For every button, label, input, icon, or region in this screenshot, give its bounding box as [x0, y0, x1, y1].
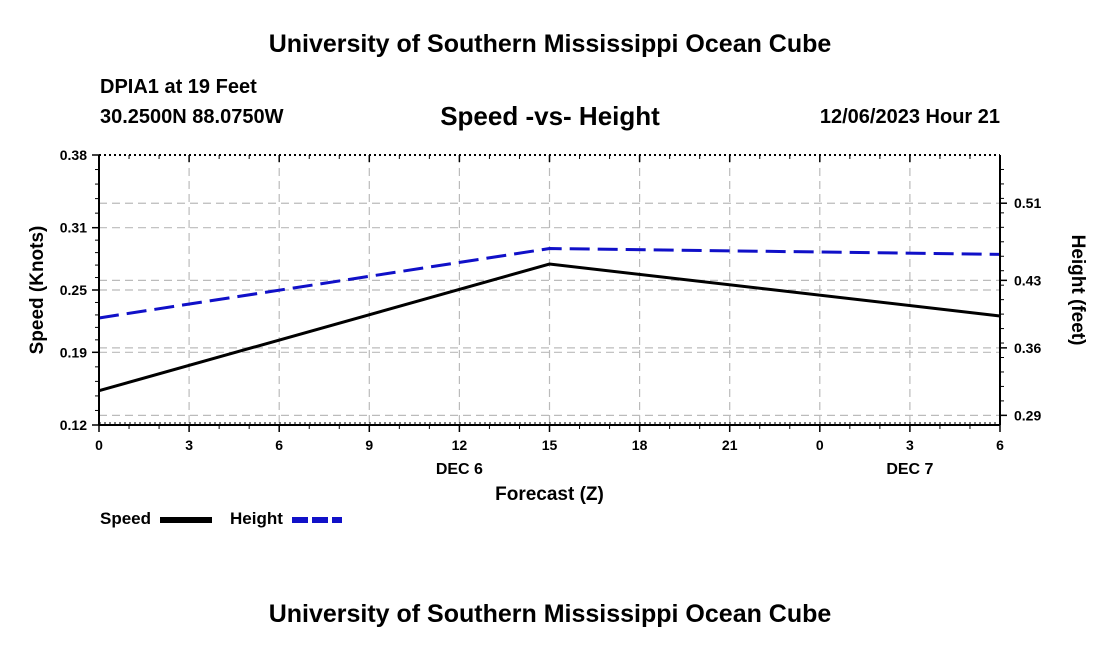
y-tick-label: 0.31 [60, 220, 87, 236]
axes [92, 154, 1007, 432]
grid [99, 155, 1000, 425]
x-tick-label: 18 [632, 437, 648, 453]
x-tick-label: 0 [816, 437, 824, 453]
station-label: DPIA1 at 19 Feet [100, 76, 257, 98]
x-tick-label: 6 [996, 437, 1004, 453]
axis-labels: 0 3 6 9 12 15 18 21 0 3 6 DEC 6 DEC 7 Forecast (Z) 0.1… [27, 147, 1088, 505]
legend-speed-label: Speed [100, 509, 152, 528]
page-title: University of Southern Mississippi Ocean… [268, 30, 832, 58]
x-tick-label: 9 [365, 437, 373, 453]
footer-title: University of Southern Mississippi Ocean… [268, 600, 832, 628]
y2-tick-label: 0.51 [1014, 195, 1041, 211]
x-tick-label: 0 [95, 437, 103, 453]
y2-tick-label: 0.36 [1014, 340, 1041, 356]
x-tick-label: 3 [185, 437, 193, 453]
x-date-label: DEC 7 [886, 461, 933, 478]
x-tick-label: 15 [542, 437, 558, 453]
x-tick-label: 3 [906, 437, 914, 453]
series-layer [98, 247, 1001, 393]
station-coordinates: 30.2500N 88.0750W [100, 106, 284, 128]
chart-title: Speed -vs- Height [440, 101, 660, 131]
y2-axis-title: Height (feet) [1067, 235, 1088, 346]
legend-height-label: Height [230, 509, 283, 528]
forecast-date: 12/06/2023 Hour 21 [819, 106, 1000, 128]
x-tick-label: 12 [452, 437, 468, 453]
y2-tick-label: 0.43 [1014, 272, 1041, 288]
y-tick-label: 0.25 [60, 282, 87, 298]
series-line-height [98, 247, 1001, 320]
y-tick-label: 0.12 [60, 417, 87, 433]
y-tick-label: 0.38 [60, 147, 87, 163]
x-tick-label: 21 [722, 437, 738, 453]
y-axis-title: Speed (Knots) [27, 226, 48, 355]
x-tick-label: 6 [275, 437, 283, 453]
x-date-label: DEC 6 [436, 461, 483, 478]
series-line-speed [98, 262, 1001, 393]
y2-tick-label: 0.29 [1014, 407, 1041, 423]
x-axis-title: Forecast (Z) [495, 484, 604, 505]
y-tick-label: 0.19 [60, 344, 87, 360]
